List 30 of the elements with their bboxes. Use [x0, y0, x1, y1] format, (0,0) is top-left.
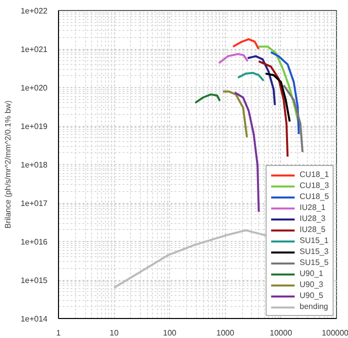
legend-label: CU18_1	[300, 170, 329, 179]
legend-label: U90_1	[300, 269, 324, 278]
legend-label: IU28_1	[300, 203, 326, 212]
x-tick-label: 10000	[270, 328, 293, 338]
y-tick-label: 1e+016	[20, 238, 48, 246]
legend-label: U90_5	[300, 291, 324, 300]
y-tick-label: 1e+018	[20, 160, 48, 170]
y-tick-label: 1e+019	[20, 122, 48, 131]
y-axis-title: Brilance (ph/s/mr^2/mm^2/0.1% bw)	[4, 100, 13, 228]
legend-label: SU15_1	[300, 236, 329, 245]
legend-label: IU28_5	[300, 225, 326, 234]
x-tick-label: 100000	[322, 328, 348, 338]
legend-label: bending	[300, 302, 328, 311]
y-tick-label: 1e+021	[20, 45, 48, 54]
legend-label: U90_3	[300, 280, 324, 289]
y-tick-label: 1e+015	[20, 276, 48, 285]
legend-label: SU15_3	[300, 247, 329, 256]
y-tick-label: 1e+020	[20, 84, 48, 92]
x-tick-label: 1	[56, 328, 62, 338]
line-series	[282, 84, 304, 154]
legend-label: CU18_3	[300, 181, 329, 190]
x-tick-label: 100	[163, 328, 177, 338]
x-tick-label: 1000	[216, 328, 235, 338]
x-tick-label: 10	[110, 328, 120, 338]
y-tick-label: 1e+022	[20, 6, 48, 16]
legend-label: IU28_3	[300, 214, 326, 223]
legend-label: CU18_5	[300, 192, 329, 201]
y-tick-label: 1e+014	[20, 314, 48, 324]
y-tick-label: 1e+017	[20, 199, 48, 208]
legend-label: SU15_5	[300, 258, 329, 267]
